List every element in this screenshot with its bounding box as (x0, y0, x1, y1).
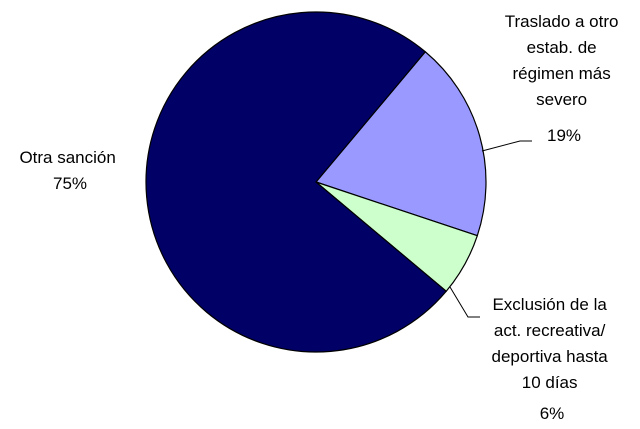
slice-label-line: Exclusión de la (492, 295, 607, 314)
slice-label-line: severo (536, 90, 587, 109)
pie-slice-otra-sancion (145, 11, 448, 353)
slice-label-line: régimen más (513, 64, 611, 83)
slice-label-line: Traslado a otro (505, 12, 619, 31)
slice-value-label: 6% (540, 404, 565, 423)
slice-value-label: 75% (53, 174, 87, 193)
pie-slice-traslado-a-otro (314, 50, 487, 237)
leader-lines (449, 140, 532, 318)
slice-label-line: act. recreativa/ (494, 321, 606, 340)
slice-label-otra-sancion: Otra sanción 75% (19, 148, 120, 193)
leader-line-traslado (481, 140, 532, 152)
slice-label-line: Otra sanción (19, 148, 115, 167)
slice-label-line: estab. de (527, 38, 597, 57)
slice-label-exclusion: Exclusión de la act. recreativa/ deporti… (492, 295, 613, 423)
slice-label-line: 10 días (522, 373, 578, 392)
leader-line-exclusion (449, 286, 480, 318)
slice-label-traslado: Traslado a otro estab. de régimen más se… (505, 12, 623, 145)
slice-value-label: 19% (547, 126, 581, 145)
slice-label-line: deportiva hasta (492, 347, 609, 366)
pie-slices (145, 11, 487, 353)
